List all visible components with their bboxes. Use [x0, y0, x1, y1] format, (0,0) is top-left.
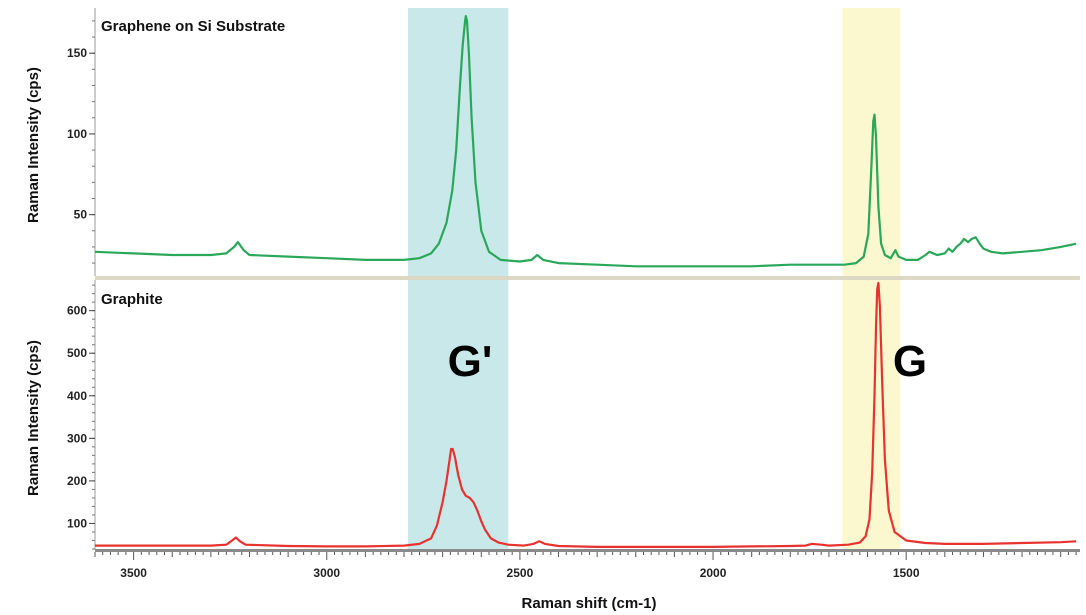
x-axis-title: Raman shift (cm-1) [521, 595, 656, 612]
highlight-band-1-1 [842, 280, 901, 549]
band-label-g: G [893, 337, 927, 386]
y-tick-label: 200 [67, 474, 87, 488]
x-axis-line [95, 549, 1080, 552]
spectrum-line-1-0 [95, 281, 1077, 548]
band-label-g-prime: G' [448, 337, 493, 386]
highlight-band-0-0 [407, 8, 509, 276]
y-tick-label: 100 [67, 516, 87, 530]
axes [89, 8, 1080, 560]
spectra [94, 15, 1077, 548]
y-tick-label: 300 [67, 431, 87, 445]
panel-title-graphene: Graphene on Si Substrate [101, 18, 285, 35]
labels: 50 100 150 100 200 300 400 500 600 3500 3000 2500 20… [67, 46, 920, 580]
panel-separator [95, 276, 1080, 280]
x-tick-label: 2000 [700, 566, 727, 580]
y-tick-label: 100 [67, 127, 87, 141]
y-axis-title-bottom: Raman Intensity (cps) [25, 340, 42, 496]
y-axis-title-top: Raman Intensity (cps) [25, 67, 42, 223]
x-tick-label: 3500 [120, 566, 147, 580]
x-tick-label: 3000 [313, 566, 340, 580]
y-tick-label: 500 [67, 346, 87, 360]
y-tick-label: 50 [74, 208, 88, 222]
x-tick-label: 1500 [893, 566, 920, 580]
x-tick-label: 2500 [507, 566, 534, 580]
highlight-band-1-0 [407, 280, 509, 549]
spectrum-line-0-0 [94, 15, 1077, 268]
y-tick-label: 400 [67, 389, 87, 403]
panel-title-graphite: Graphite [101, 291, 163, 308]
y-tick-label: 150 [67, 46, 87, 60]
y-tick-label: 600 [67, 304, 87, 318]
